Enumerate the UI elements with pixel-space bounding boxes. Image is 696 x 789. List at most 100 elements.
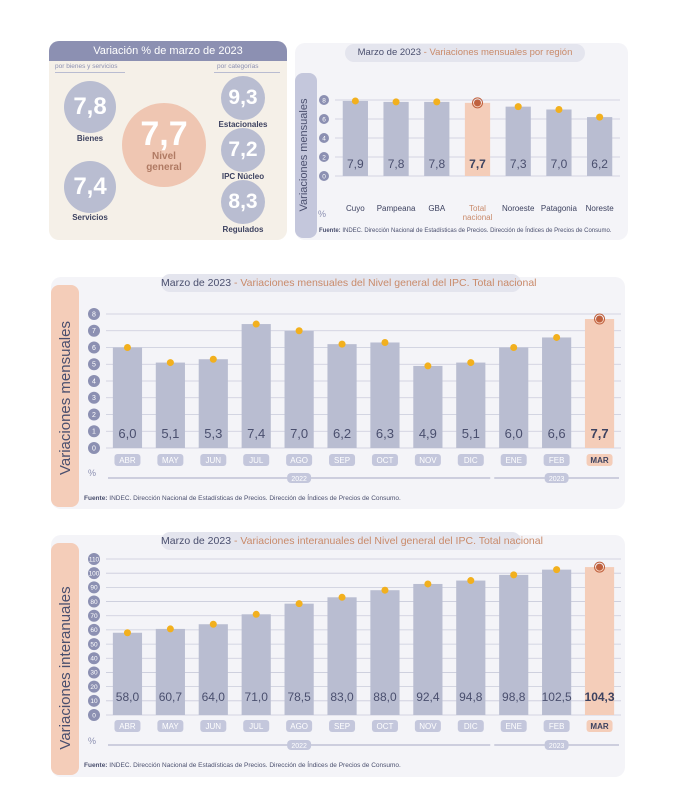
bienes-label: Bienes [76, 134, 104, 143]
bar [112, 347, 143, 448]
marker [338, 593, 346, 601]
caption-bienes-servicios: por bienes y servicios [55, 63, 118, 70]
marker [392, 98, 400, 106]
category-box [543, 720, 570, 732]
category-label: AGO [290, 456, 308, 465]
year-label: 2022 [291, 476, 307, 483]
nucleo-value: 7,2 [228, 138, 258, 161]
y-tick-badge [88, 567, 100, 580]
bar [198, 624, 228, 715]
category-label: ABR [119, 722, 136, 731]
bienes-value: 7,8 [73, 93, 107, 120]
category-label: ABR [119, 456, 136, 465]
bar [542, 337, 572, 448]
value-label: 5,1 [161, 426, 179, 441]
value-label: 104,3 [585, 690, 615, 704]
marker [510, 571, 518, 579]
y-tick-badge [319, 95, 329, 105]
estacionales-value: 9,3 [228, 86, 258, 109]
y-tick-badge [88, 408, 100, 421]
year-label: 2022 [291, 743, 307, 750]
y-tick-label: 40 [90, 656, 98, 663]
regulados-value: 8,3 [228, 190, 258, 213]
bar [505, 106, 531, 176]
y-tick-badge [88, 442, 100, 454]
title-date: Marzo de 2023 [161, 535, 232, 547]
category-box [457, 720, 484, 732]
unit-label: % [318, 209, 326, 219]
y-tick-badge [88, 553, 100, 565]
category-label: FEB [549, 456, 565, 465]
category-box [586, 454, 613, 466]
value-label: 7,0 [551, 157, 568, 171]
nivel-general-label-2: general [146, 162, 182, 173]
y-tick-badge [88, 358, 100, 371]
bar [241, 324, 271, 448]
y-tick-label: 4 [92, 378, 96, 385]
category-label: MAY [162, 456, 179, 465]
bar [112, 632, 143, 715]
bar [370, 342, 400, 448]
marker [123, 629, 131, 637]
title-rest: - Variaciones mensuales del Nivel genera… [231, 277, 537, 289]
y-tick-badge [88, 638, 100, 651]
category-box [414, 454, 441, 466]
bar [284, 330, 314, 448]
region-source: Fuente: INDEC. Dirección Nacional de Est… [319, 228, 611, 234]
interannual-chart: 0 10 20 30 40 50 60 70 80 90 100 110% 58,0 ABR 60,7 MAY… [88, 553, 621, 750]
y-tick-badge [88, 375, 100, 387]
category-box [200, 720, 227, 732]
marker [514, 103, 522, 111]
interannual-source: Fuente: INDEC. Dirección Nacional de Est… [84, 762, 401, 769]
bar [584, 319, 615, 448]
category-box [414, 720, 441, 732]
marker [467, 577, 475, 585]
marker [381, 338, 389, 346]
y-tick-badge [88, 623, 100, 636]
bar [327, 597, 357, 715]
category-box [500, 454, 527, 466]
value-label: 102,5 [542, 690, 572, 704]
category-label: AGO [290, 722, 308, 731]
y-tick-label: 80 [90, 599, 98, 606]
marker [553, 566, 561, 574]
y-tick-label: 0 [92, 445, 96, 452]
bar [370, 590, 400, 715]
marker [295, 327, 303, 335]
category-box [114, 720, 141, 732]
side-tab [51, 285, 79, 507]
y-tick-badge [88, 595, 100, 608]
value-label: 83,0 [330, 690, 354, 704]
marker [424, 580, 432, 588]
category-box [243, 454, 270, 466]
value-label: 6,0 [505, 426, 523, 441]
title-date: Marzo de 2023 [161, 277, 232, 289]
title-date: Marzo de 2023 [357, 47, 421, 58]
y-tick-badge [88, 425, 100, 438]
y-tick-label: 10 [90, 698, 98, 705]
marker [252, 610, 260, 618]
category-box [286, 454, 313, 466]
category-label: JUN [206, 722, 222, 731]
value-label: 88,0 [373, 690, 397, 704]
marker [467, 359, 475, 367]
y-tick-badge [88, 308, 100, 320]
y-tick-label: 2 [92, 412, 96, 419]
highlight-marker [474, 99, 481, 107]
bienes-circle: 7,8 [64, 81, 116, 133]
value-label: 6,6 [548, 426, 566, 441]
value-label: 94,8 [459, 690, 483, 704]
y-tick-label: 2 [322, 154, 326, 161]
category-label: JUN [206, 456, 222, 465]
bar [464, 102, 491, 176]
category-box [157, 454, 184, 466]
source-text: INDEC. Dirección Nacional de Estadística… [109, 495, 401, 502]
estacionales-circle: 9,3 [221, 76, 265, 120]
regulados-circle: 8,3 [221, 180, 265, 224]
marker [209, 355, 217, 363]
y-tick-label: 110 [89, 556, 100, 563]
marker [338, 340, 346, 348]
monthly-chart-panel: Variaciones mensuales Marzo de 2023 - Va… [51, 274, 625, 509]
highlight-marker [596, 315, 604, 323]
marker [424, 362, 432, 370]
